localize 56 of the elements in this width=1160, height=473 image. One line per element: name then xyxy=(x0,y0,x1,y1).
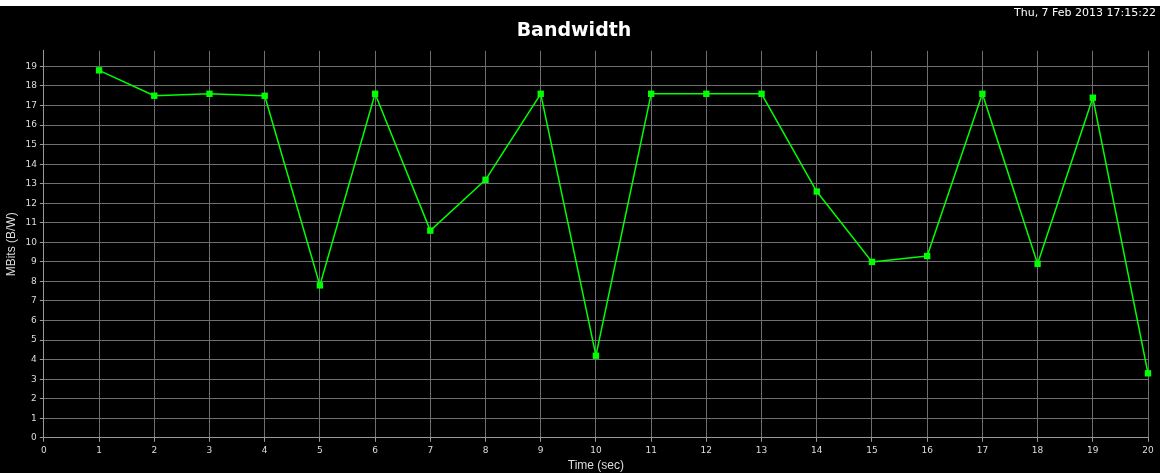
x-tick-label: 16 xyxy=(921,444,934,455)
y-tick-label: 16 xyxy=(25,119,38,130)
x-tick-label: 1 xyxy=(96,444,102,455)
chart-title: Bandwidth xyxy=(516,18,632,41)
x-tick-label: 15 xyxy=(866,444,878,455)
y-tick-label: 12 xyxy=(25,197,37,208)
point xyxy=(206,90,213,97)
point xyxy=(758,90,765,97)
x-tick-label: 20 xyxy=(1142,444,1154,455)
y-tick-label: 8 xyxy=(31,275,38,286)
x-tick-label: 5 xyxy=(317,444,323,455)
x-tick-label: 17 xyxy=(976,444,989,455)
y-tick-label: 0 xyxy=(31,432,38,443)
point xyxy=(371,90,379,97)
y-tick-label: 17 xyxy=(25,99,37,110)
x-tick-label: 2 xyxy=(151,444,158,455)
y-tick-label: 2 xyxy=(31,393,37,404)
x-axis-title: Time (sec) xyxy=(567,458,625,473)
point xyxy=(316,282,324,289)
y-tick-label: 11 xyxy=(25,217,37,228)
point xyxy=(979,90,986,97)
y-tick-label: 13 xyxy=(25,178,37,189)
y-tick-label: 14 xyxy=(25,158,38,169)
y-tick-label: 9 xyxy=(31,256,38,267)
x-tick-label: 14 xyxy=(811,444,823,455)
x-tick-label: 11 xyxy=(645,444,657,455)
x-tick-label: 8 xyxy=(482,444,489,455)
y-tick-label: 18 xyxy=(25,80,38,91)
x-tick-label: 18 xyxy=(1031,444,1044,455)
y-tick-label: 19 xyxy=(25,60,38,71)
x-tick-label: 0 xyxy=(40,444,47,455)
x-tick-label: 7 xyxy=(427,444,434,455)
point xyxy=(95,67,103,74)
x-tick-label: 13 xyxy=(755,444,768,455)
point xyxy=(1034,260,1041,268)
point xyxy=(703,90,710,97)
y-tick-label: 4 xyxy=(31,353,38,364)
y-axis-title: MBits (B/W) xyxy=(3,212,18,277)
y-tick-label: 10 xyxy=(25,236,38,247)
y-tick-label: 15 xyxy=(25,138,37,149)
x-tick-label: 12 xyxy=(700,444,713,455)
x-tick-label: 6 xyxy=(372,444,379,455)
x-tick-label: 4 xyxy=(261,444,268,455)
y-tick-label: 1 xyxy=(31,412,37,423)
x-tick-label: 9 xyxy=(537,444,544,455)
point xyxy=(427,227,434,234)
y-tick-label: 5 xyxy=(31,334,37,345)
point xyxy=(482,176,489,183)
y-tick-label: 6 xyxy=(31,314,38,325)
y-tick-label: 3 xyxy=(31,373,37,384)
y-tick-label: 7 xyxy=(31,295,37,306)
x-tick-label: 3 xyxy=(206,444,213,455)
point xyxy=(813,188,820,195)
x-tick-label: 19 xyxy=(1087,444,1099,455)
x-tick-label: 10 xyxy=(590,444,602,455)
text: Thu, 7 Feb 2013 17:15:22 xyxy=(1013,6,1156,19)
